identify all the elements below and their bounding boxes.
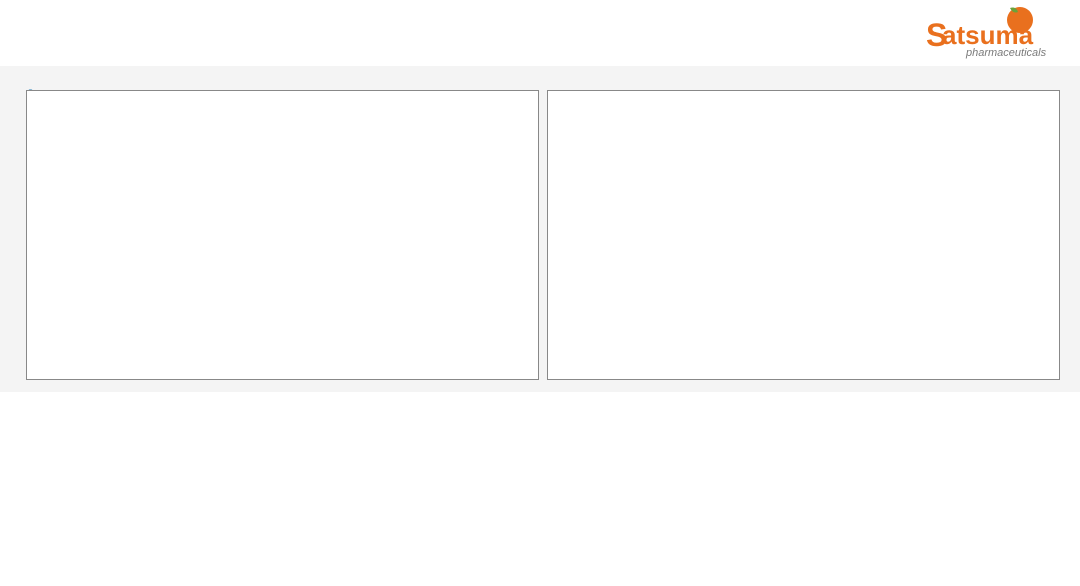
- chart-svg: [83, 113, 528, 343]
- footnote: [0, 382, 1080, 392]
- chart-svg: [604, 113, 1049, 343]
- chart-pain: [26, 90, 539, 380]
- company-logo: atsuma pharmaceuticals S: [910, 6, 1060, 60]
- chart-mbs: [547, 90, 1060, 380]
- satsuma-logo-icon: atsuma pharmaceuticals S: [910, 6, 1060, 60]
- charts-row: [0, 86, 1080, 382]
- svg-text:S: S: [926, 17, 947, 53]
- body-block: [0, 66, 1080, 86]
- chart-title: [548, 91, 1059, 93]
- chart-title: [27, 91, 538, 93]
- slide-header: atsuma pharmaceuticals S: [0, 0, 1080, 66]
- svg-text:atsuma: atsuma: [942, 20, 1034, 50]
- svg-text:pharmaceuticals: pharmaceuticals: [965, 47, 1047, 59]
